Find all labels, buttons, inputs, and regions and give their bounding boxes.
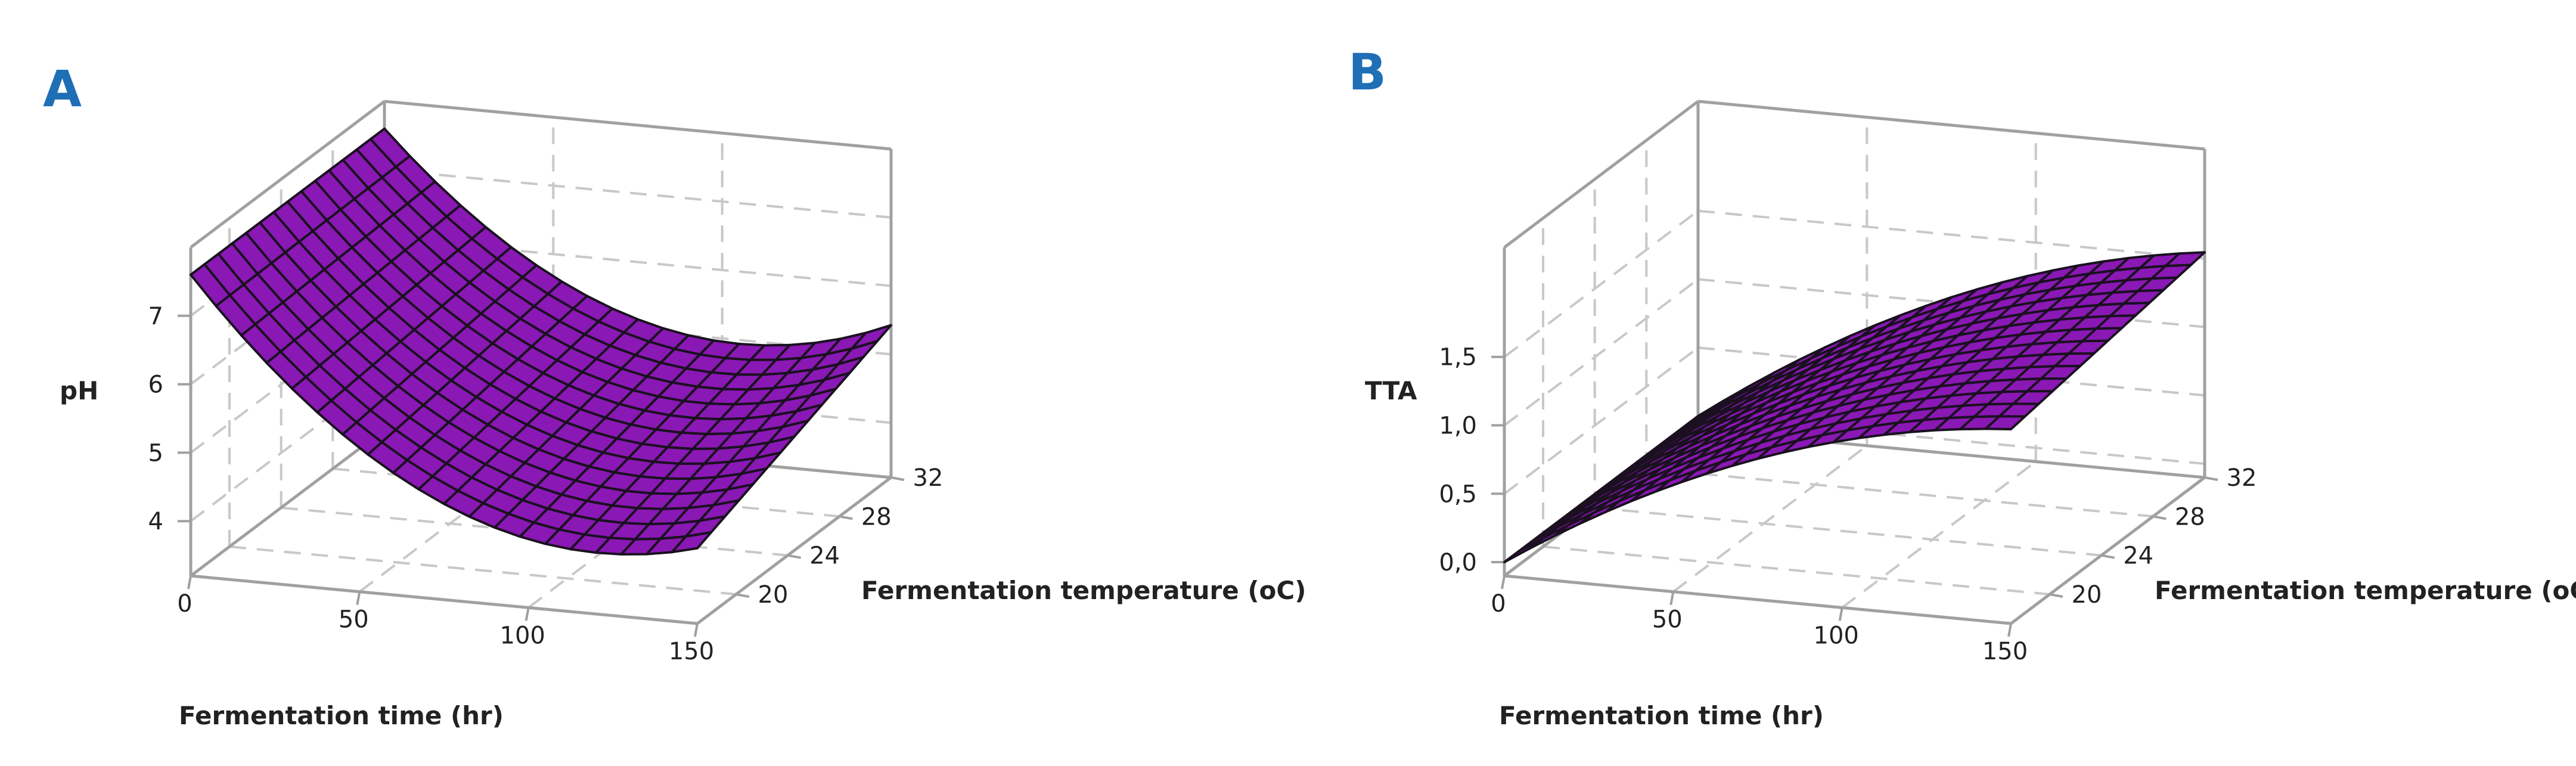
x-tick-label: 100 (1814, 622, 1859, 649)
x-tick-label: 150 (669, 638, 714, 665)
y-tick-label: 28 (861, 503, 892, 531)
z-tick-label: 0,5 (1439, 480, 1477, 508)
z-tick-label: 5 (148, 439, 163, 467)
surface-plot-b: 0 50 100 150 20 24 28 32 0,0 0,5 1,0 1,5 Fermentatio… (1365, 100, 2576, 730)
axis-edge (1697, 100, 2205, 151)
y-axis-label: Fermentation temperature (oC) (861, 576, 1306, 605)
y-axis-label: Fermentation temperature (oC) (2155, 576, 2576, 605)
grid-line (1503, 210, 1699, 358)
y-tick-label: 28 (2175, 503, 2205, 531)
panel-b-letter: B (1348, 43, 1387, 101)
y-tick-label: 20 (758, 581, 789, 609)
z-tick-label: 1,5 (1439, 344, 1477, 371)
y-tick-label: 32 (2227, 464, 2257, 492)
axis-edge (1504, 574, 2012, 625)
x-tick-label: 100 (500, 622, 545, 649)
x-tick-label: 0 (1491, 590, 1506, 618)
y-tick-mark (890, 476, 905, 481)
axis-edge (190, 574, 698, 625)
z-axis-label: TTA (1365, 376, 1417, 405)
axis-edge (384, 100, 892, 151)
surface-plot-a: 0 50 100 150 20 24 28 32 4 5 6 7 Fermentation time (… (60, 100, 1306, 730)
z-axis-label: pH (60, 376, 98, 405)
x-axis-label: Fermentation time (hr) (1499, 701, 1824, 730)
grid-line (1646, 467, 2153, 518)
axis-edge (1503, 100, 1699, 249)
y-tick-mark (2152, 515, 2167, 520)
x-tick-mark (524, 607, 530, 621)
surface-cell (671, 531, 713, 554)
axis-edge (190, 100, 386, 249)
surface-cell (1984, 415, 2026, 430)
y-tick-mark (839, 515, 853, 520)
x-tick-mark (2007, 623, 2012, 637)
panel-a-letter: A (43, 60, 82, 118)
grid-line (229, 545, 737, 596)
grid-line (1503, 278, 1699, 427)
x-tick-label: 50 (339, 606, 369, 634)
y-tick-label: 32 (913, 464, 944, 492)
x-tick-mark (187, 575, 192, 590)
axis-edge (696, 476, 892, 625)
y-tick-mark (2049, 593, 2063, 598)
x-tick-mark (356, 591, 361, 606)
response-surface (190, 127, 892, 556)
y-tick-mark (787, 554, 802, 559)
response-surface (1503, 251, 2206, 563)
grid-line (1503, 346, 1699, 495)
z-tick-label: 4 (148, 508, 163, 535)
z-tick-label: 6 (148, 371, 163, 399)
grid-line (1594, 506, 2102, 557)
axis-edge (190, 429, 386, 577)
y-tick-label: 24 (2123, 542, 2153, 570)
y-tick-mark (735, 593, 750, 598)
x-tick-label: 150 (1982, 638, 2028, 665)
y-tick-label: 24 (809, 542, 840, 570)
x-tick-mark (1838, 607, 1843, 621)
z-tick-label: 0,0 (1439, 549, 1477, 576)
x-axis-label: Fermentation time (hr) (179, 701, 504, 730)
x-tick-mark (1501, 575, 1506, 590)
grid-line (1543, 545, 2050, 596)
x-tick-mark (1669, 591, 1675, 606)
grid-line (1841, 460, 2037, 609)
y-tick-mark (2204, 476, 2218, 481)
z-tick-label: 7 (148, 303, 163, 330)
x-tick-label: 0 (177, 590, 192, 618)
x-tick-mark (694, 623, 699, 637)
x-tick-label: 50 (1652, 606, 1683, 634)
grid-line (1672, 445, 1868, 593)
y-tick-mark (2101, 554, 2115, 559)
axis-edge (2010, 476, 2206, 625)
grid-line (384, 168, 892, 219)
y-tick-label: 20 (2072, 581, 2102, 609)
grid-line (1697, 209, 2205, 260)
z-tick-label: 1,0 (1439, 413, 1477, 440)
